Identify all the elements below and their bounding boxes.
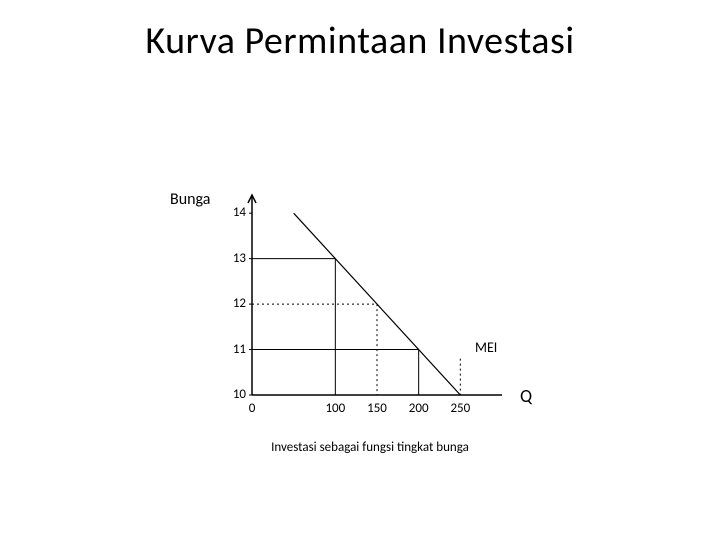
y-tick: 11 xyxy=(222,342,246,357)
x-tick: 250 xyxy=(450,401,470,416)
slide: Kurva Permintaan Investasi Bunga 1011121… xyxy=(0,0,720,540)
y-tick: 13 xyxy=(222,251,246,266)
y-tick: 10 xyxy=(222,387,246,402)
investment-demand-chart xyxy=(0,0,720,540)
y-tick: 14 xyxy=(222,205,246,220)
chart-caption: Investasi sebagai fungsi tingkat bunga xyxy=(230,440,510,455)
y-tick: 12 xyxy=(222,296,246,311)
x-tick: 0 xyxy=(249,401,256,416)
x-tick: 100 xyxy=(325,401,345,416)
mei-label: MEI xyxy=(475,339,497,356)
x-tick: 150 xyxy=(367,401,387,416)
q-axis-label: Q xyxy=(520,385,532,407)
x-tick: 200 xyxy=(409,401,429,416)
